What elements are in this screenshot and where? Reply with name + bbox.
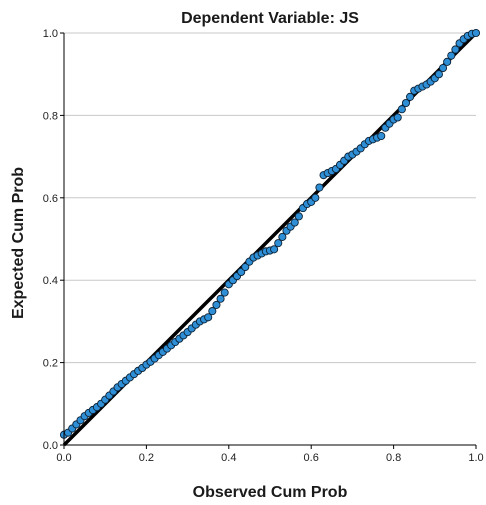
data-point-44 [241,262,250,272]
data-point-36 [208,307,217,316]
y-tick-label-1: 0.2 [43,358,58,370]
y-tick-label-4: 0.8 [43,110,58,122]
y-axis-label: Expected Cum Prob [10,167,27,319]
data-point-95 [451,45,460,54]
x-axis-label: Observed Cum Prob [193,484,348,501]
data-point-39 [220,288,229,297]
y-tick-label-2: 0.4 [43,275,58,287]
x-tick-labels: 0.0 0.2 0.4 0.6 0.8 1.0 [56,452,483,464]
data-point-56 [290,218,299,227]
data-point-61 [311,193,320,202]
data-point-57 [294,212,303,221]
data-point-94 [447,51,456,60]
y-tick-labels: 0.0 0.2 0.4 0.6 0.8 1.0 [43,28,58,452]
y-tick-label-0: 0.0 [43,440,58,452]
x-tick-label-1: 0.2 [139,452,154,464]
data-point-84 [406,92,415,101]
data-point-100 [471,28,481,38]
data-point-83 [401,98,411,108]
data-point-62 [315,183,324,192]
x-tick-label-5: 1.0 [468,452,483,464]
data-point-35 [204,313,213,322]
x-tick-label-4: 0.8 [386,452,401,464]
x-tick-label-0: 0.0 [56,452,71,464]
data-point-93 [443,57,452,66]
data-point-52 [274,239,283,248]
x-tick-label-3: 0.6 [304,452,319,464]
data-point-81 [393,113,402,122]
data-points [59,28,481,439]
data-point-92 [438,63,448,73]
y-tick-label-5: 1.0 [43,28,58,40]
axes [60,32,477,449]
data-point-53 [278,232,287,241]
chart-title: Dependent Variable: JS [181,10,359,27]
data-point-38 [216,294,225,303]
data-point-91 [434,70,443,79]
y-tick-label-3: 0.6 [43,193,58,205]
x-tick-label-2: 0.4 [221,452,236,464]
data-point-82 [397,105,406,114]
data-point-77 [377,131,386,141]
data-point-51 [270,245,279,254]
data-point-37 [212,300,221,309]
